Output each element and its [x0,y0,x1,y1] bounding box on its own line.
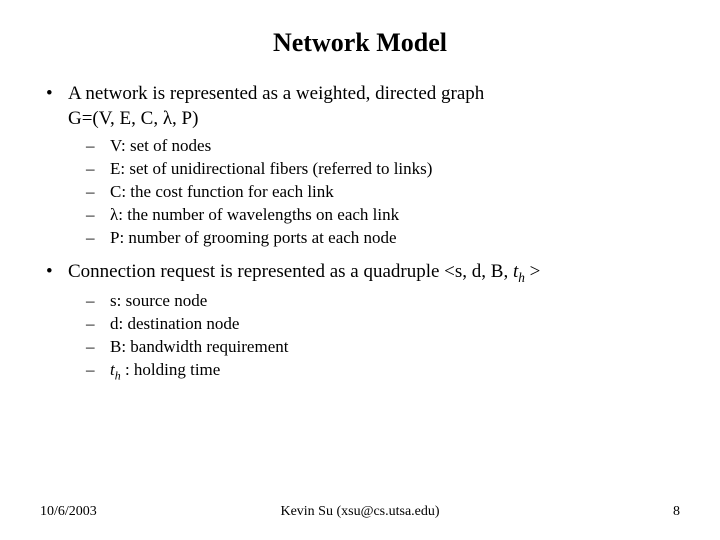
list-item: – d: destination node [86,313,680,336]
dash-icon: – [86,290,110,313]
list-item: – V: set of nodes [86,135,680,158]
footer-page-number: 8 [673,504,680,520]
dash-icon: – [86,359,110,382]
subitem-text: d: destination node [110,313,239,336]
list-item: – P: number of grooming ports at each no… [86,227,680,250]
dash-icon: – [86,204,110,227]
dash-icon: – [86,336,110,359]
bullet-list-level1: • A network is represented as a weighted… [40,82,680,383]
subitem-text: V: set of nodes [110,135,211,158]
dash-icon: – [86,227,110,250]
text-run: : holding time [121,360,221,379]
slide-title: Network Model [40,28,680,58]
var-h-sub: h [518,270,525,285]
subitem-text: s: source node [110,290,207,313]
subitem-text: C: the cost function for each link [110,181,334,204]
text-run: Connection request is represented as a q… [68,261,513,282]
list-item: – C: the cost function for each link [86,181,680,204]
bullet-icon: • [46,260,68,285]
slide-footer: 10/6/2003 Kevin Su (xsu@cs.utsa.edu) 8 [40,504,680,520]
text-run: > [525,261,540,282]
subitem-text: E: set of unidirectional fibers (referre… [110,158,432,181]
subitem-text: th : holding time [110,359,220,383]
item-text-cont: G=(V, E, C, λ, P) [46,107,680,132]
dash-icon: – [86,181,110,204]
footer-author: Kevin Su (xsu@cs.utsa.edu) [40,504,680,520]
list-item: – E: set of unidirectional fibers (refer… [86,158,680,181]
list-item: – th : holding time [86,359,680,383]
dash-icon: – [86,313,110,336]
footer-date: 10/6/2003 [40,504,97,520]
bullet-list-level2: – V: set of nodes – E: set of unidirecti… [46,135,680,250]
bullet-list-level2: – s: source node – d: destination node –… [46,290,680,383]
subitem-text: λ: the number of wavelengths on each lin… [110,204,399,227]
dash-icon: – [86,158,110,181]
list-item: • Connection request is represented as a… [46,260,680,383]
item-text: A network is represented as a weighted, … [68,82,484,107]
list-item: – λ: the number of wavelengths on each l… [86,204,680,227]
bullet-icon: • [46,82,68,107]
list-item: – s: source node [86,290,680,313]
dash-icon: – [86,135,110,158]
slide: Network Model • A network is represented… [0,0,720,540]
list-item: – B: bandwidth requirement [86,336,680,359]
item-text: Connection request is represented as a q… [68,260,540,286]
subitem-text: P: number of grooming ports at each node [110,227,397,250]
subitem-text: B: bandwidth requirement [110,336,288,359]
list-item: • A network is represented as a weighted… [46,82,680,250]
